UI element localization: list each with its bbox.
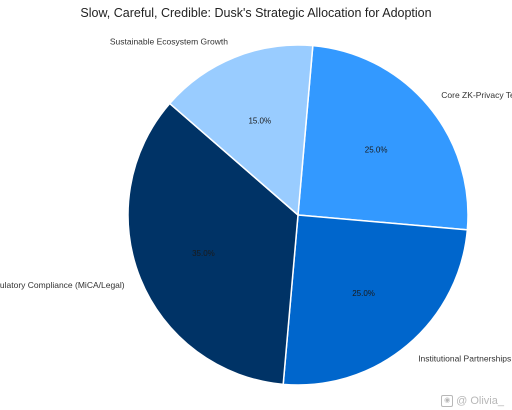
category-label-institutional-partnerships: Institutional Partnerships	[418, 353, 511, 363]
percent-label-core-zk-privacy: 25.0%	[365, 145, 388, 154]
watermark-text: @ Olivia_	[456, 395, 504, 407]
percent-label-institutional-partnerships: 25.0%	[352, 289, 375, 298]
camera-icon: ◉	[441, 395, 454, 407]
category-label-core-zk-privacy: Core ZK-Privacy Tech	[441, 90, 512, 100]
pie-category-labels: Core ZK-Privacy Tech Institutional Partne…	[0, 37, 512, 364]
category-label-regulatory-compliance: Regulatory Compliance (MiCA/Legal)	[0, 280, 125, 290]
category-label-sustainable-ecosystem: Sustainable Ecosystem Growth	[110, 37, 228, 47]
pie-slice-regulatory-compliance	[127, 102, 299, 386]
pie-slice-core-zk-privacy	[297, 44, 469, 231]
pie-slice-sustainable-ecosystem	[168, 44, 314, 217]
percent-label-regulatory-compliance: 35.0%	[192, 249, 215, 258]
pie-slice-institutional-partnerships	[282, 214, 469, 386]
watermark: ◉ @ Olivia_	[441, 395, 504, 407]
pie-percent-labels: 25.0% 25.0% 35.0% 15.0%	[192, 116, 387, 298]
percent-label-sustainable-ecosystem: 15.0%	[248, 116, 271, 125]
pie-slices	[127, 44, 469, 386]
chart-title: Slow, Careful, Credible: Dusk's Strategi…	[80, 6, 431, 20]
